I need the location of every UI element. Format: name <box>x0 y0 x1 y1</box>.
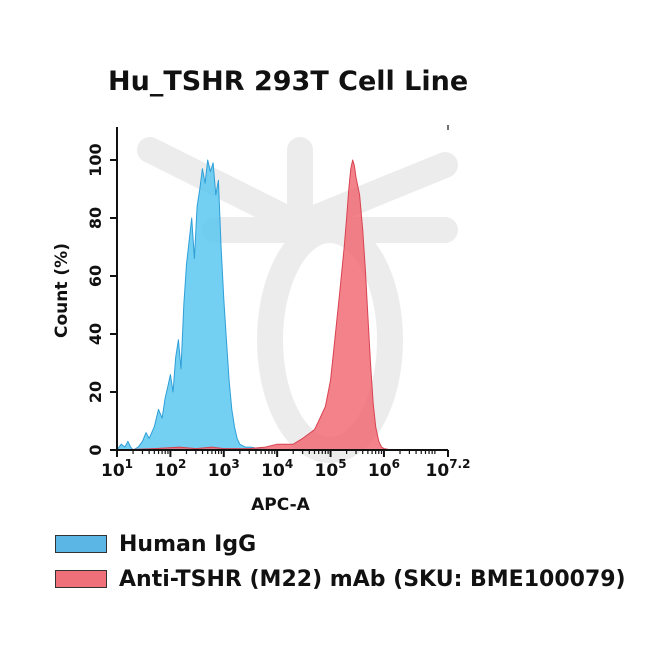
y-tick-label: 20 <box>86 381 105 403</box>
legend-label-human-igg: Human IgG <box>119 531 257 557</box>
series-area-2 <box>116 159 394 451</box>
series-layer <box>116 159 394 451</box>
watermark <box>137 137 458 463</box>
legend-item-human-igg: Human IgG <box>55 529 256 559</box>
legend-swatch-anti-tshr <box>55 570 107 588</box>
legend-swatch-human-igg <box>55 535 107 553</box>
x-tick-label: 105 <box>315 457 347 481</box>
x-tick-label: 103 <box>208 457 240 481</box>
x-tick-label: 107.2 <box>426 457 471 481</box>
chart-title: Hu_TSHR 293T Cell Line <box>108 66 469 97</box>
y-tick-label: 40 <box>86 323 105 345</box>
x-tick-label: 106 <box>368 457 400 481</box>
x-tick-label: 102 <box>154 457 186 481</box>
y-tick-label: 100 <box>86 143 105 176</box>
y-axis-title: Count (%) <box>52 243 72 338</box>
y-tick-label: 60 <box>86 265 105 287</box>
y-tick-label: 0 <box>86 444 105 455</box>
x-axis-title: APC-A <box>251 495 311 515</box>
series-area-1 <box>116 159 278 451</box>
x-tick-label: 101 <box>101 457 133 481</box>
legend-label-anti-tshr: Anti-TSHR (M22) mAb (SKU: BME100079) <box>119 566 626 592</box>
axes-layer: 0 20 40 60 80 100 101 102 103 104 105 106 107.2 APC-A… <box>52 125 470 515</box>
legend-item-anti-tshr: Anti-TSHR (M22) mAb (SKU: BME100079) <box>55 564 626 594</box>
y-tick-label: 80 <box>86 207 105 229</box>
x-tick-label: 104 <box>261 457 293 481</box>
